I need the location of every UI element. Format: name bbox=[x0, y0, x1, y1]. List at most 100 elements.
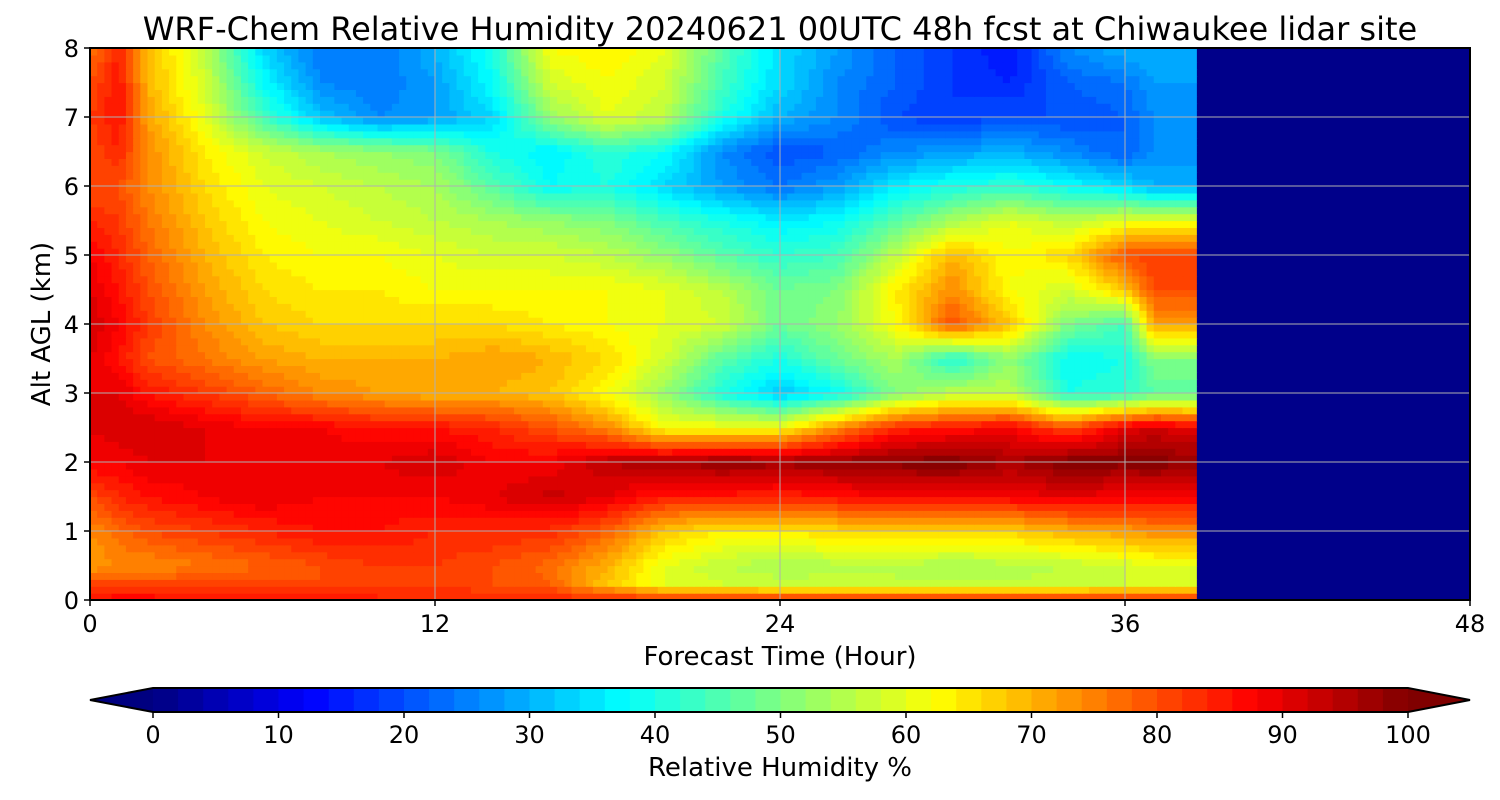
heatmap-cell bbox=[815, 434, 824, 442]
heatmap-cell bbox=[1326, 420, 1335, 429]
heatmap-cell bbox=[1326, 510, 1335, 518]
heatmap-cell bbox=[334, 434, 343, 442]
heatmap-cell bbox=[607, 537, 616, 546]
heatmap-cell bbox=[765, 551, 774, 560]
heatmap-cell bbox=[205, 593, 213, 600]
heatmap-cell bbox=[1405, 462, 1414, 470]
heatmap-cell bbox=[729, 558, 738, 567]
heatmap-cell bbox=[334, 468, 343, 477]
heatmap-cell bbox=[1448, 593, 1457, 600]
heatmap-cell bbox=[1017, 572, 1025, 580]
heatmap-cell bbox=[1297, 482, 1306, 491]
heatmap-cell bbox=[1196, 579, 1205, 587]
heatmap-cell bbox=[470, 544, 479, 553]
heatmap-cell bbox=[312, 434, 321, 442]
heatmap-cell bbox=[183, 448, 192, 456]
heatmap-cell bbox=[916, 517, 925, 525]
heatmap-cell bbox=[880, 537, 889, 546]
heatmap-cell bbox=[1275, 593, 1284, 600]
heatmap-cell bbox=[621, 537, 630, 546]
heatmap-cell bbox=[1448, 441, 1457, 449]
heatmap-cell bbox=[1405, 544, 1414, 553]
heatmap-cell bbox=[205, 448, 213, 456]
heatmap-cell bbox=[1347, 586, 1356, 594]
heatmap-cell bbox=[550, 434, 558, 442]
heatmap-cell bbox=[205, 572, 213, 580]
heatmap-cell bbox=[1038, 475, 1047, 484]
heatmap-cell bbox=[744, 448, 752, 456]
heatmap-cell bbox=[1333, 448, 1342, 456]
heatmap-cell bbox=[190, 551, 199, 560]
heatmap-cell bbox=[1261, 593, 1270, 600]
heatmap-cell bbox=[1390, 579, 1399, 587]
heatmap-cell bbox=[449, 455, 458, 463]
heatmap-cell bbox=[312, 544, 321, 553]
heatmap-cell bbox=[391, 489, 400, 498]
heatmap-cell bbox=[197, 551, 206, 560]
heatmap-cell bbox=[399, 468, 407, 477]
heatmap-cell bbox=[1275, 586, 1284, 594]
heatmap-cell bbox=[341, 475, 350, 484]
heatmap-cell bbox=[1139, 524, 1148, 532]
heatmap-cell bbox=[327, 517, 335, 525]
heatmap-cell bbox=[427, 489, 436, 498]
heatmap-cell bbox=[758, 427, 767, 435]
heatmap-cell bbox=[384, 551, 393, 560]
heatmap-cell bbox=[205, 579, 213, 587]
heatmap-cell bbox=[269, 531, 278, 539]
heatmap-cell bbox=[902, 462, 910, 470]
heatmap-cell bbox=[895, 510, 903, 518]
heatmap-cell bbox=[736, 537, 745, 546]
heatmap-cell bbox=[248, 565, 256, 573]
heatmap-cell bbox=[578, 524, 587, 532]
heatmap-cell bbox=[564, 434, 573, 442]
heatmap-cell bbox=[916, 455, 925, 463]
heatmap-cell bbox=[643, 551, 652, 560]
heatmap-cell bbox=[435, 441, 443, 449]
heatmap-cell bbox=[399, 551, 407, 560]
heatmap-cell bbox=[449, 531, 458, 539]
heatmap-cell bbox=[600, 448, 609, 456]
heatmap-cell bbox=[528, 482, 537, 491]
heatmap-cell bbox=[492, 510, 501, 518]
heatmap-cell bbox=[679, 544, 688, 553]
heatmap-cell bbox=[90, 434, 98, 442]
heatmap-cell bbox=[248, 468, 256, 477]
heatmap-cell bbox=[1261, 441, 1270, 449]
heatmap-cell bbox=[1398, 593, 1406, 600]
heatmap-cell bbox=[708, 572, 716, 580]
heatmap-cell bbox=[269, 551, 278, 560]
heatmap-cell bbox=[974, 434, 982, 442]
heatmap-cell bbox=[506, 434, 515, 442]
heatmap-cell bbox=[233, 468, 242, 477]
heatmap-cell bbox=[801, 537, 810, 546]
heatmap-cell bbox=[499, 482, 508, 491]
heatmap-cell bbox=[391, 475, 400, 484]
heatmap-cell bbox=[535, 455, 544, 463]
heatmap-cell bbox=[772, 462, 781, 470]
heatmap-cell bbox=[226, 448, 235, 456]
heatmap-cell bbox=[1204, 489, 1212, 498]
heatmap-cell bbox=[169, 537, 177, 546]
heatmap-cell bbox=[442, 427, 450, 435]
heatmap-cell bbox=[1355, 586, 1363, 594]
heatmap-cell bbox=[514, 510, 522, 518]
heatmap-cell bbox=[90, 420, 98, 429]
heatmap-cell bbox=[197, 482, 206, 491]
heatmap-cell bbox=[233, 475, 242, 484]
heatmap-cell bbox=[578, 427, 587, 435]
heatmap-cell bbox=[1383, 482, 1392, 491]
heatmap-cell bbox=[305, 462, 314, 470]
heatmap-cell bbox=[219, 579, 228, 587]
heatmap-cell bbox=[1319, 427, 1327, 435]
heatmap-cell bbox=[1412, 468, 1421, 477]
heatmap-cell bbox=[672, 531, 680, 539]
heatmap-cell bbox=[665, 572, 673, 580]
heatmap-cell bbox=[111, 475, 120, 484]
heatmap-cell bbox=[593, 572, 601, 580]
heatmap-cell bbox=[722, 510, 731, 518]
heatmap-cell bbox=[880, 558, 889, 567]
heatmap-cell bbox=[197, 441, 206, 449]
heatmap-cell bbox=[104, 420, 113, 429]
heatmap-cell bbox=[320, 420, 328, 429]
